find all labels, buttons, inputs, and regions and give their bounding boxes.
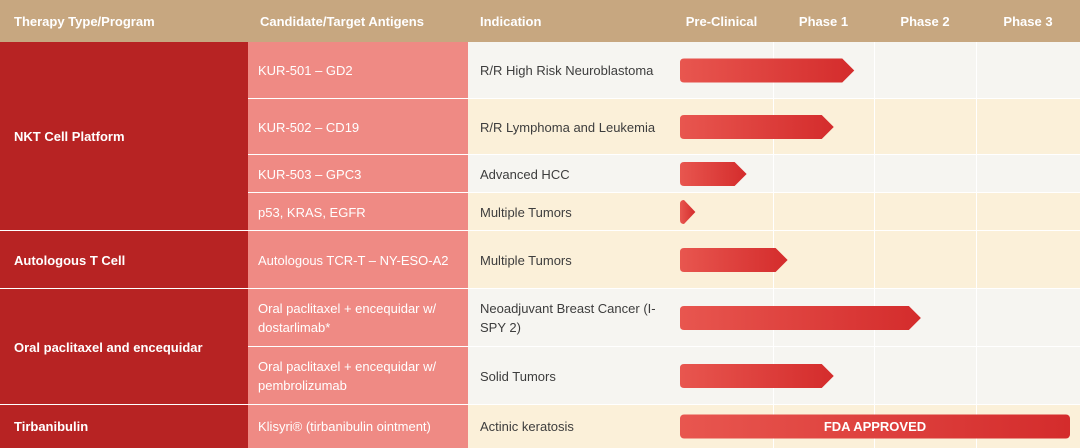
candidate-cell: KUR-502 – CD19 bbox=[248, 99, 468, 155]
candidate-cell: Oral paclitaxel + encequidar w/ pembroli… bbox=[248, 347, 468, 405]
fda-approved-label: FDA APPROVED bbox=[824, 419, 926, 434]
phase-divider bbox=[773, 42, 774, 448]
program-autologous-t-cell: Autologous T Cell bbox=[0, 231, 248, 289]
row-divider bbox=[0, 288, 1080, 289]
header-preclinical: Pre-Clinical bbox=[670, 0, 773, 42]
row-divider bbox=[0, 404, 1080, 405]
header-indication: Indication bbox=[468, 0, 670, 42]
indication-cell: Solid Tumors bbox=[468, 347, 670, 405]
indication-cell: Advanced HCC bbox=[468, 155, 670, 193]
candidate-cell: p53, KRAS, EGFR bbox=[248, 193, 468, 231]
row-divider bbox=[248, 98, 1080, 99]
indication-cell: Multiple Tumors bbox=[468, 231, 670, 289]
candidate-cell: Oral paclitaxel + encequidar w/ dostarli… bbox=[248, 289, 468, 347]
header-phase-2: Phase 2 bbox=[874, 0, 976, 42]
row-divider bbox=[248, 346, 1080, 347]
program-nkt-cell-platform: NKT Cell Platform bbox=[0, 42, 248, 231]
program-oral-paclitaxel: Oral paclitaxel and encequidar bbox=[0, 289, 248, 405]
phase-track bbox=[670, 193, 1080, 231]
phase-bar-approved bbox=[680, 414, 1070, 439]
indication-cell: Neoadjuvant Breast Cancer (I-SPY 2) bbox=[468, 289, 670, 347]
indication-cell: R/R Lymphoma and Leukemia bbox=[468, 99, 670, 155]
candidate-cell: Autologous TCR-T – NY-ESO-A2 bbox=[248, 231, 468, 289]
candidate-cell: Klisyri® (tirbanibulin ointment) bbox=[248, 405, 468, 448]
header-therapy-type: Therapy Type/Program bbox=[0, 0, 248, 42]
phase-progress-bar bbox=[680, 200, 696, 224]
candidate-cell: KUR-503 – GPC3 bbox=[248, 155, 468, 193]
row-divider bbox=[248, 192, 1080, 193]
header-candidate: Candidate/Target Antigens bbox=[248, 0, 468, 42]
program-tirbanibulin: Tirbanibulin bbox=[0, 405, 248, 448]
header-phase-1: Phase 1 bbox=[773, 0, 874, 42]
phase-progress-bar bbox=[680, 115, 834, 139]
indication-cell: R/R High Risk Neuroblastoma bbox=[468, 42, 670, 99]
indication-cell: Actinic keratosis bbox=[468, 405, 670, 448]
phase-progress-bar bbox=[680, 58, 855, 83]
phase-progress-bar bbox=[680, 306, 921, 330]
phase-progress-bar bbox=[680, 162, 747, 186]
header-phase-3: Phase 3 bbox=[976, 0, 1080, 42]
phase-progress-bar bbox=[680, 364, 834, 388]
phase-divider bbox=[976, 42, 977, 448]
phase-divider bbox=[874, 42, 875, 448]
row-divider bbox=[0, 230, 1080, 231]
candidate-cell: KUR-501 – GD2 bbox=[248, 42, 468, 99]
phase-progress-bar bbox=[680, 248, 788, 272]
row-divider bbox=[248, 154, 1080, 155]
indication-cell: Multiple Tumors bbox=[468, 193, 670, 231]
